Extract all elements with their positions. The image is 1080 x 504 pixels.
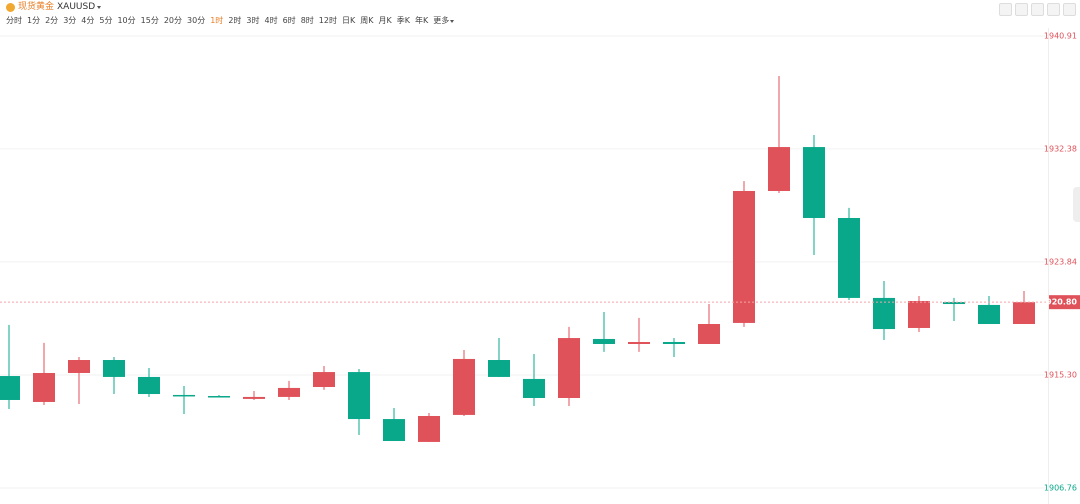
interval-tab[interactable]: 8时: [300, 16, 314, 25]
interval-tab[interactable]: 12时: [318, 16, 337, 25]
interval-tab[interactable]: 30分: [187, 16, 206, 25]
candle-body: [663, 342, 685, 344]
interval-tab[interactable]: 分时: [6, 16, 22, 25]
interval-tab[interactable]: 周K: [360, 16, 374, 25]
interval-tab[interactable]: 季K: [396, 16, 410, 25]
interval-tab[interactable]: 月K: [378, 16, 392, 25]
interval-tab[interactable]: 4分: [81, 16, 95, 25]
candle-body: [278, 387, 300, 397]
y-tick-label: 1932.38: [1044, 144, 1077, 153]
interval-tab[interactable]: 2时: [228, 16, 242, 25]
tool-button[interactable]: [1047, 3, 1060, 16]
interval-tabs: 分时 1分 2分 3分 4分 5分 10分 15分 20分 30分 1时 2时 3时 4时 6时 8时 12时日…: [6, 16, 459, 26]
interval-tab[interactable]: 2分: [45, 16, 59, 25]
candle-body: [243, 396, 265, 399]
interval-tab[interactable]: 年K: [414, 16, 429, 25]
interval-tab[interactable]: 5分: [99, 16, 113, 25]
interval-tab[interactable]: 10分: [117, 16, 136, 25]
candle-body: [943, 302, 965, 305]
candle-body: [803, 147, 825, 218]
candle-body: [733, 190, 755, 323]
candle-body: [33, 372, 55, 402]
candle-body: [523, 378, 545, 398]
candle-body: [418, 415, 440, 442]
candle-body: [698, 324, 720, 344]
interval-tab[interactable]: 1时: [210, 16, 224, 25]
candle-body: [908, 300, 930, 328]
coin-icon: [6, 2, 15, 12]
candle-body: [488, 360, 510, 377]
y-tick-label: 1915.30: [1044, 370, 1077, 379]
candle-body: [383, 419, 405, 442]
candle-body: [593, 338, 615, 344]
interval-tab[interactable]: 4时: [264, 16, 278, 25]
symbol-name: 现货黄金: [18, 2, 55, 12]
candle-body: [68, 360, 90, 373]
candle-body: [558, 338, 580, 398]
dropdown-caret: [97, 5, 102, 9]
tool-button[interactable]: [1031, 3, 1044, 16]
candle-body: [873, 297, 895, 330]
current-price-box: [1049, 295, 1080, 310]
interval-tab[interactable]: 20分: [163, 16, 183, 25]
side-panel-toggle[interactable]: [1073, 187, 1080, 222]
candle-body: [768, 147, 790, 191]
symbol-code: XAUUSD: [57, 2, 96, 12]
toolbar: 现货黄金 XAUUSD 分时 1分 2分 3分 4分 5分 10分 15分 20分 30分 1时 2时…: [0, 0, 1000, 30]
candle-body: [0, 376, 20, 400]
candle-body: [1013, 302, 1035, 325]
y-tick-label: 1923.84: [1044, 257, 1077, 266]
candle-body: [313, 372, 335, 388]
candle-body: [208, 396, 230, 398]
candle-body: [138, 376, 160, 395]
candle-body: [978, 304, 1000, 325]
tool-button[interactable]: [1063, 3, 1076, 16]
interval-tab[interactable]: 15分: [140, 16, 159, 25]
dropdown-caret: [450, 19, 455, 23]
interval-tab[interactable]: 1分: [27, 16, 41, 25]
current-price-label: 1920.80: [1041, 298, 1078, 307]
symbol-selector[interactable]: 现货黄金 XAUUSD: [6, 1, 102, 13]
candle-body: [173, 394, 195, 397]
candle-body: [453, 358, 475, 415]
chart-tools: [996, 3, 1076, 16]
interval-tab[interactable]: 3分: [63, 16, 77, 25]
y-tick-label: 1940.91: [1044, 32, 1077, 41]
candle-body: [103, 360, 125, 377]
interval-tab[interactable]: 3时: [246, 16, 260, 25]
candle-body: [348, 372, 370, 420]
interval-tab[interactable]: 更多: [433, 16, 450, 25]
interval-tab[interactable]: 6时: [282, 16, 296, 25]
candle-body: [628, 342, 650, 344]
y-tick-label: 1906.76: [1044, 484, 1077, 493]
candle-body: [838, 217, 860, 298]
interval-tab[interactable]: 日K: [341, 16, 356, 25]
tool-button[interactable]: [999, 3, 1012, 16]
tool-button[interactable]: [1015, 3, 1028, 16]
